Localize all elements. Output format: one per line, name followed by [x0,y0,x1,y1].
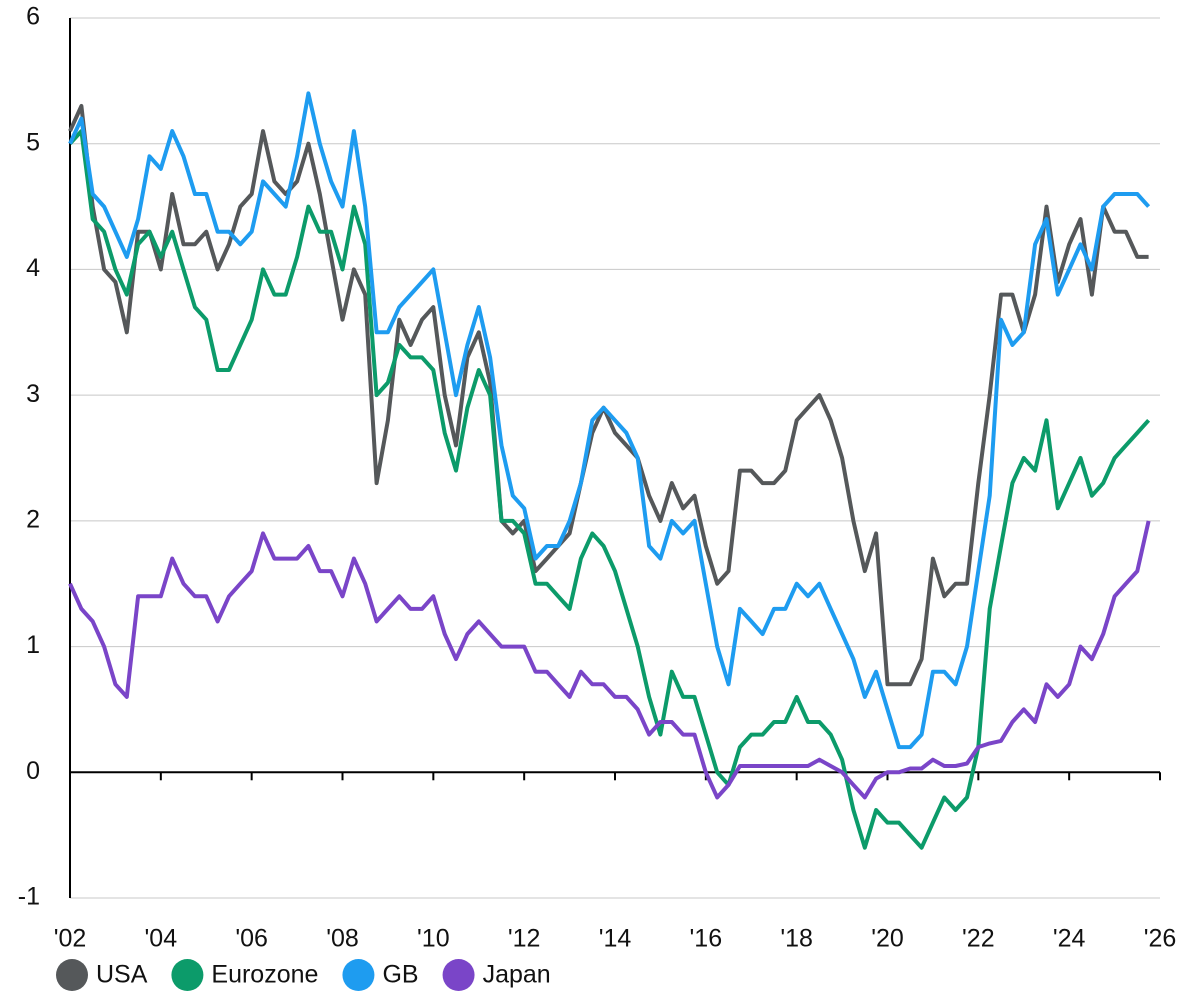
y-tick-label: 0 [26,757,40,785]
legend-label: GB [382,961,418,989]
series-line [68,129,1151,850]
x-tick-label: '06 [235,925,268,953]
legend-swatch [171,959,204,991]
y-tick-label: 1 [26,631,40,659]
x-tick-label: '04 [145,925,178,953]
legend-label: Eurozone [211,961,318,989]
legend-swatch [56,959,88,991]
x-tick-label: '12 [508,925,541,953]
x-tick-label: '22 [962,925,995,953]
series-line [68,104,1149,687]
x-tick-label: '08 [326,925,359,953]
x-tick-label: '10 [417,925,450,953]
x-tick-label: '02 [54,925,87,953]
series-line [68,91,1151,750]
legend-swatch [342,959,375,991]
y-tick-label: 6 [26,3,40,31]
legend-label: Japan [483,961,551,989]
x-tick-label: '18 [780,925,813,953]
x-tick-label: '20 [871,925,904,953]
x-tick-label: '24 [1053,925,1086,953]
y-tick-label: 3 [26,380,40,408]
legend-label: USA [96,961,148,989]
series-line [68,520,1151,800]
y-tick-label: 2 [26,505,40,533]
x-tick-label: '14 [599,925,632,953]
x-tick-label: '26 [1144,925,1177,953]
x-tick-label: '16 [690,925,723,953]
y-tick-label: -1 [18,883,40,911]
y-tick-label: 5 [26,128,40,156]
legend-swatch [442,959,475,991]
y-tick-label: 4 [26,254,40,282]
